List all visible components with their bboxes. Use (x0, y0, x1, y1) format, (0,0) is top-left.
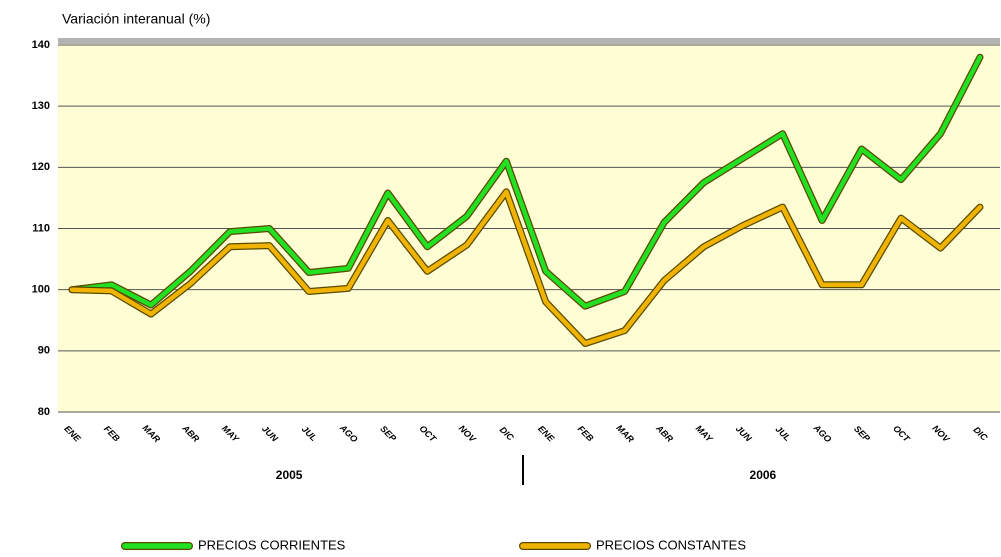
legend-label: PRECIOS CONSTANTES (596, 537, 746, 552)
x-tick-label: ABR (180, 422, 202, 444)
chart-title: Variación interanual (%) (62, 11, 210, 27)
legend-label: PRECIOS CORRIENTES (198, 537, 346, 552)
x-tick-label: JUN (734, 424, 754, 444)
x-tick-label: MAY (220, 423, 241, 444)
x-tick-label: FEB (102, 424, 122, 444)
x-tick-label: AGO (811, 422, 833, 444)
x-tick-label: ENE (62, 423, 83, 444)
y-tick-label: 90 (38, 345, 50, 357)
x-tick-label: MAY (694, 423, 715, 444)
x-tick-label: MAR (614, 423, 636, 445)
x-tick-label: ENE (536, 423, 557, 444)
x-tick-label: NOV (457, 423, 479, 445)
plot-top-border (58, 38, 1000, 44)
y-tick-label: 140 (32, 39, 50, 51)
x-tick-label: ABR (653, 422, 675, 444)
series-line (69, 54, 983, 309)
x-tick-label: JUL (773, 424, 792, 443)
x-tick-label: NOV (931, 423, 953, 445)
x-tick-label: JUL (300, 424, 319, 443)
x-tick-label: SEP (378, 424, 399, 445)
x-tick-label: OCT (891, 423, 913, 445)
x-tick-label: OCT (417, 423, 439, 445)
x-tick-label: AGO (337, 422, 359, 444)
y-tick-label: 110 (32, 222, 50, 234)
x-tick-label: DIC (498, 425, 516, 443)
y-tick-label: 80 (38, 406, 50, 418)
y-tick-label: 120 (32, 161, 50, 173)
year-label: 2005 (276, 468, 303, 482)
x-tick-label: FEB (576, 424, 596, 444)
y-tick-label: 100 (32, 284, 50, 296)
x-tick-label: SEP (852, 424, 873, 445)
y-tick-label: 130 (32, 100, 50, 112)
year-label: 2006 (750, 468, 777, 482)
x-tick-label: DIC (971, 425, 989, 443)
x-tick-label: JUN (260, 424, 280, 444)
x-tick-label: MAR (141, 423, 163, 445)
series-line (69, 189, 983, 346)
